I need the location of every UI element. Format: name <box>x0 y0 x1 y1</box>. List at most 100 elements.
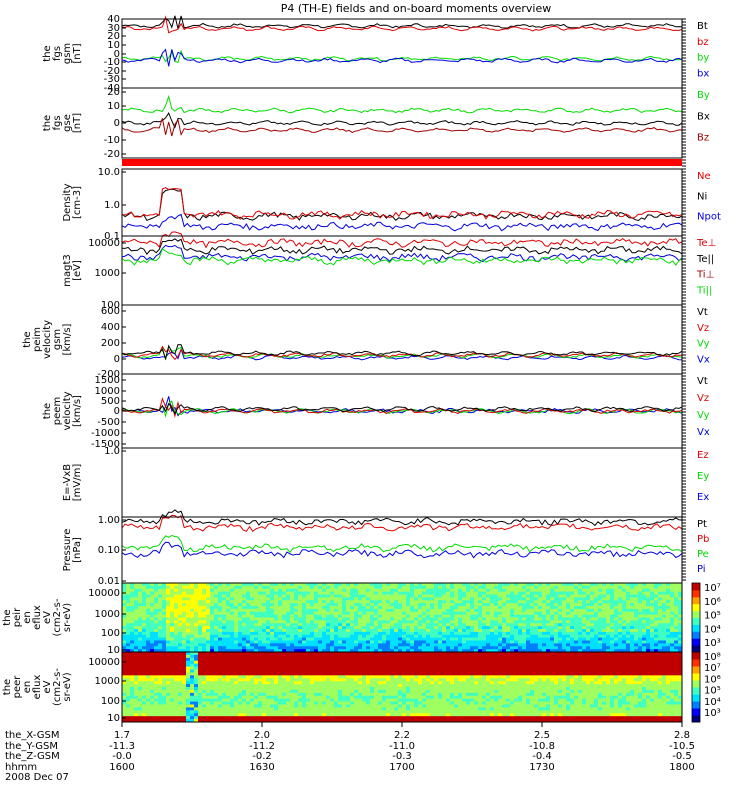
spectrogram-cell <box>146 669 151 673</box>
spectrogram-cell <box>150 640 155 644</box>
spectrogram-cell <box>510 620 515 624</box>
series-line-green <box>121 400 683 418</box>
spectrogram-cell <box>342 617 347 621</box>
spectrogram-cell <box>278 594 283 598</box>
spectrogram-cell <box>550 594 555 598</box>
spectrogram-cell <box>290 588 295 593</box>
spectrogram-cell <box>486 617 491 621</box>
spectrogram-cell <box>166 710 171 714</box>
spectrogram-cell <box>570 646 575 650</box>
spectrogram-cell <box>142 678 147 682</box>
panel-frame <box>121 87 683 159</box>
spectrogram-cell <box>586 608 591 613</box>
spectrogram-cell <box>138 692 143 697</box>
spectrogram-cell <box>270 634 275 639</box>
spectrogram-cell <box>178 719 183 723</box>
spectrogram-cell <box>178 704 183 708</box>
spectrogram-cell <box>274 591 279 595</box>
spectrogram-cell <box>370 606 375 610</box>
spectrogram-cell <box>298 617 303 621</box>
spectrogram-cell <box>426 634 431 639</box>
spectrogram-cell <box>486 583 491 587</box>
spectrogram-cell <box>230 614 235 618</box>
spectrogram-cell <box>134 681 139 685</box>
spectrogram-cell <box>126 701 131 705</box>
spectrogram-cell <box>214 681 219 685</box>
spectrogram-cell <box>294 600 299 604</box>
spectrogram-cell <box>462 588 467 593</box>
spectrogram-cell <box>598 588 603 593</box>
spectrogram-cell <box>186 620 191 624</box>
spectrogram-cell <box>246 603 251 607</box>
spectrogram-cell <box>238 710 243 714</box>
spectrogram-cell <box>638 629 643 633</box>
spectrogram-cell <box>322 588 327 593</box>
spectrogram-cell <box>186 606 191 610</box>
spectrogram-cell <box>242 646 247 650</box>
spectrogram-cell <box>346 672 351 676</box>
spectrogram-cell <box>678 637 683 641</box>
spectrogram-cell <box>306 617 311 621</box>
spectrogram-cell <box>554 611 559 616</box>
spectrogram-cell <box>442 637 447 641</box>
spectrogram-cell <box>142 666 147 670</box>
spectrogram-cell <box>278 704 283 708</box>
spectrogram-cell <box>126 663 131 667</box>
legend-label: Vx <box>697 354 710 365</box>
y-axis-label-line: the <box>42 45 53 61</box>
spectrogram-cell <box>234 678 239 682</box>
spectrogram-cell <box>126 620 131 624</box>
spectrogram-cell <box>654 634 659 639</box>
spectrogram-cell <box>194 631 199 636</box>
spectrogram-cell <box>210 660 215 665</box>
spectrogram-cell <box>298 652 303 656</box>
spectrogram-cell <box>238 707 243 711</box>
series-line-red <box>121 15 683 34</box>
spectrogram-cell <box>590 631 595 636</box>
spectrogram-cell <box>418 649 423 653</box>
spectrogram-cell <box>426 608 431 613</box>
spectrogram-cell <box>494 585 499 590</box>
spectrogram-cell <box>138 600 143 604</box>
spectrogram-cell <box>618 588 623 593</box>
spectrogram-cell <box>242 626 247 630</box>
spectrogram-cell <box>190 695 195 700</box>
spectrogram-cell <box>298 698 303 702</box>
spectrogram-cell <box>554 603 559 607</box>
spectrogram-cell <box>654 611 659 616</box>
spectrogram-cell <box>618 626 623 630</box>
spectrogram-cell <box>594 597 599 601</box>
spectrogram-cell <box>266 698 271 702</box>
spectrogram-cell <box>214 652 219 656</box>
spectrogram-cell <box>214 719 219 723</box>
spectrogram-cell <box>126 669 131 673</box>
spectrogram-cell <box>518 603 523 607</box>
spectrogram-cell <box>350 583 355 587</box>
spectrogram-cell <box>146 657 151 662</box>
spectrogram-cell <box>574 583 579 587</box>
spectrogram-cell <box>482 646 487 650</box>
spectrogram-cell <box>634 623 639 627</box>
spectrogram-cell <box>190 634 195 639</box>
spectrogram-cell <box>234 701 239 705</box>
spectrogram-cell <box>390 591 395 595</box>
spectrogram-cell <box>458 640 463 644</box>
spectrogram-cell <box>358 652 363 656</box>
spectrogram-cell <box>130 684 135 688</box>
spectrogram-cell <box>246 637 251 641</box>
spectrogram-cell <box>606 634 611 639</box>
spectrogram-cell <box>614 611 619 616</box>
spectrogram-cell <box>282 666 287 670</box>
spectrogram-cell <box>446 631 451 636</box>
spectrogram-cell <box>422 637 427 641</box>
spectrogram-cell <box>554 591 559 595</box>
spectrogram-cell <box>342 626 347 630</box>
spectrogram-cell <box>618 646 623 650</box>
spectrogram-cell <box>266 585 271 590</box>
spectrogram-cell <box>302 603 307 607</box>
spectrogram-cell <box>614 623 619 627</box>
spectrogram-cell <box>674 608 679 613</box>
spectrogram-cell <box>130 666 135 670</box>
spectrogram-cell <box>202 681 207 685</box>
spectrogram-cell <box>182 666 187 670</box>
